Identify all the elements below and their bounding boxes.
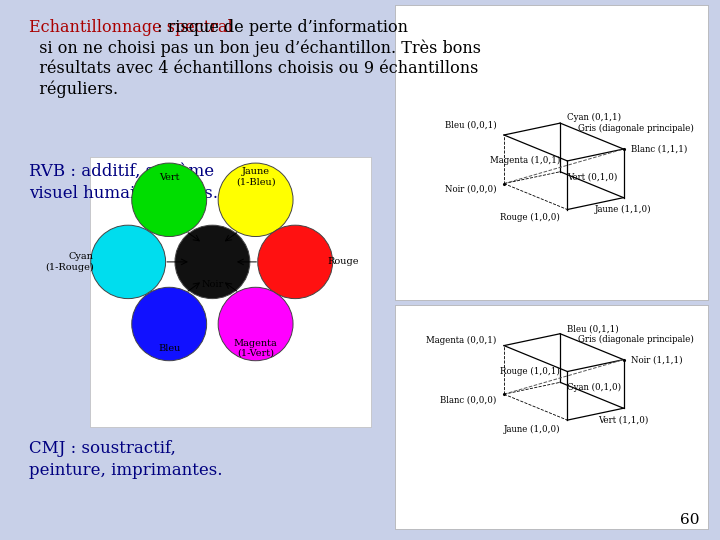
Text: Magenta
(1-Vert): Magenta (1-Vert): [234, 339, 277, 358]
Text: Vert (1,1,0): Vert (1,1,0): [598, 416, 649, 424]
Text: Jaune
(1-Bleu): Jaune (1-Bleu): [235, 167, 276, 187]
Text: Bleu: Bleu: [158, 344, 181, 353]
Ellipse shape: [175, 225, 250, 299]
Text: RVB : additif, système
visuel humain, écrans.: RVB : additif, système visuel humain, éc…: [29, 162, 218, 202]
Text: 60: 60: [680, 512, 700, 526]
Text: Cyan (0,1,1): Cyan (0,1,1): [567, 113, 621, 122]
Ellipse shape: [132, 287, 207, 361]
Text: Magenta (1,0,1): Magenta (1,0,1): [490, 157, 560, 165]
Text: si on ne choisi pas un bon jeu d’échantillon. Très bons: si on ne choisi pas un bon jeu d’échanti…: [29, 39, 481, 57]
Text: Bleu (0,0,1): Bleu (0,0,1): [445, 121, 497, 130]
FancyBboxPatch shape: [90, 157, 371, 427]
Text: Vert (0,1,0): Vert (0,1,0): [567, 173, 618, 181]
Ellipse shape: [258, 225, 333, 299]
Ellipse shape: [218, 163, 293, 237]
Ellipse shape: [91, 225, 166, 299]
Text: Noir (0,0,0): Noir (0,0,0): [445, 185, 497, 193]
Text: Blanc (1,1,1): Blanc (1,1,1): [631, 145, 687, 153]
Text: Rouge (1,0,0): Rouge (1,0,0): [500, 213, 560, 222]
FancyBboxPatch shape: [395, 5, 708, 300]
Text: Cyan (0,1,0): Cyan (0,1,0): [567, 383, 621, 392]
Text: Jaune (1,0,0): Jaune (1,0,0): [503, 426, 560, 434]
Text: Gris (diagonale principale): Gris (diagonale principale): [578, 124, 694, 133]
Ellipse shape: [218, 287, 293, 361]
Text: Jaune (1,1,0): Jaune (1,1,0): [595, 205, 652, 214]
Ellipse shape: [132, 163, 207, 237]
Text: : risque de perte d’information: : risque de perte d’information: [29, 19, 408, 36]
Text: Vert: Vert: [159, 173, 179, 181]
Text: résultats avec 4 échantillons choisis ou 9 échantillons: résultats avec 4 échantillons choisis ou…: [29, 60, 478, 77]
Text: Rouge: Rouge: [328, 258, 359, 266]
Text: Noir (1,1,1): Noir (1,1,1): [631, 355, 683, 364]
Text: Cyan
(1-Rouge): Cyan (1-Rouge): [45, 252, 94, 272]
Text: Noir: Noir: [202, 280, 223, 288]
Text: Blanc (0,0,0): Blanc (0,0,0): [441, 395, 497, 404]
Text: Gris (diagonale principale): Gris (diagonale principale): [578, 335, 694, 343]
Text: CMJ : soustractif,
peinture, imprimantes.: CMJ : soustractif, peinture, imprimantes…: [29, 440, 222, 480]
FancyBboxPatch shape: [395, 305, 708, 529]
Text: Echantillonnage spectral: Echantillonnage spectral: [29, 19, 233, 36]
Text: réguliers.: réguliers.: [29, 80, 118, 98]
Text: Magenta (0,0,1): Magenta (0,0,1): [426, 336, 497, 345]
Text: Rouge (1,0,1): Rouge (1,0,1): [500, 367, 560, 376]
Text: Bleu (0,1,1): Bleu (0,1,1): [567, 325, 619, 334]
